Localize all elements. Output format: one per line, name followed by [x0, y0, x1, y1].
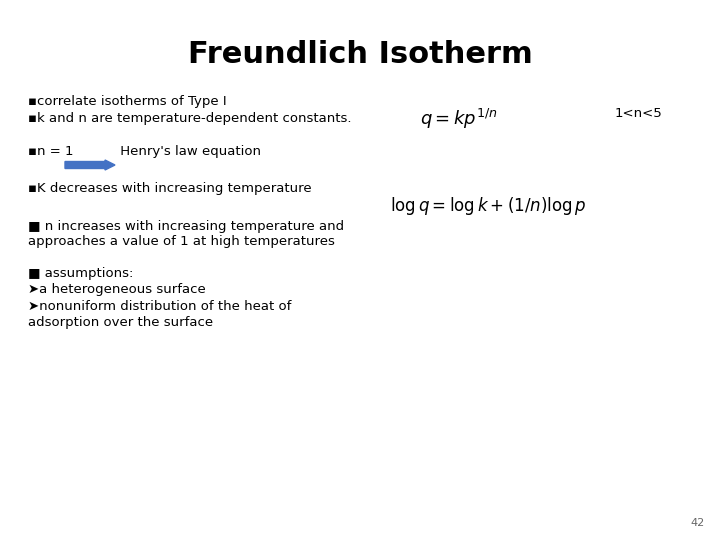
FancyArrow shape [65, 160, 115, 170]
Text: adsorption over the surface: adsorption over the surface [28, 316, 213, 329]
Text: Freundlich Isotherm: Freundlich Isotherm [188, 40, 532, 69]
Text: 42: 42 [690, 518, 705, 528]
Text: ■ assumptions:: ■ assumptions: [28, 267, 133, 280]
Text: approaches a value of 1 at high temperatures: approaches a value of 1 at high temperat… [28, 235, 335, 248]
Text: ▪K decreases with increasing temperature: ▪K decreases with increasing temperature [28, 182, 312, 195]
Text: ▪n = 1           Henry's law equation: ▪n = 1 Henry's law equation [28, 145, 261, 158]
Text: 1<n<5: 1<n<5 [615, 107, 662, 120]
Text: ▪correlate isotherms of Type I: ▪correlate isotherms of Type I [28, 95, 227, 108]
Text: ➤nonuniform distribution of the heat of: ➤nonuniform distribution of the heat of [28, 300, 292, 313]
Text: $\log q = \log k + (1/n) \log p$: $\log q = \log k + (1/n) \log p$ [390, 195, 587, 217]
Text: $q = kp^{1/n}$: $q = kp^{1/n}$ [420, 107, 498, 131]
Text: ➤a heterogeneous surface: ➤a heterogeneous surface [28, 283, 206, 296]
Text: ■ n increases with increasing temperature and: ■ n increases with increasing temperatur… [28, 220, 344, 233]
Text: ▪k and n are temperature-dependent constants.: ▪k and n are temperature-dependent const… [28, 112, 351, 125]
